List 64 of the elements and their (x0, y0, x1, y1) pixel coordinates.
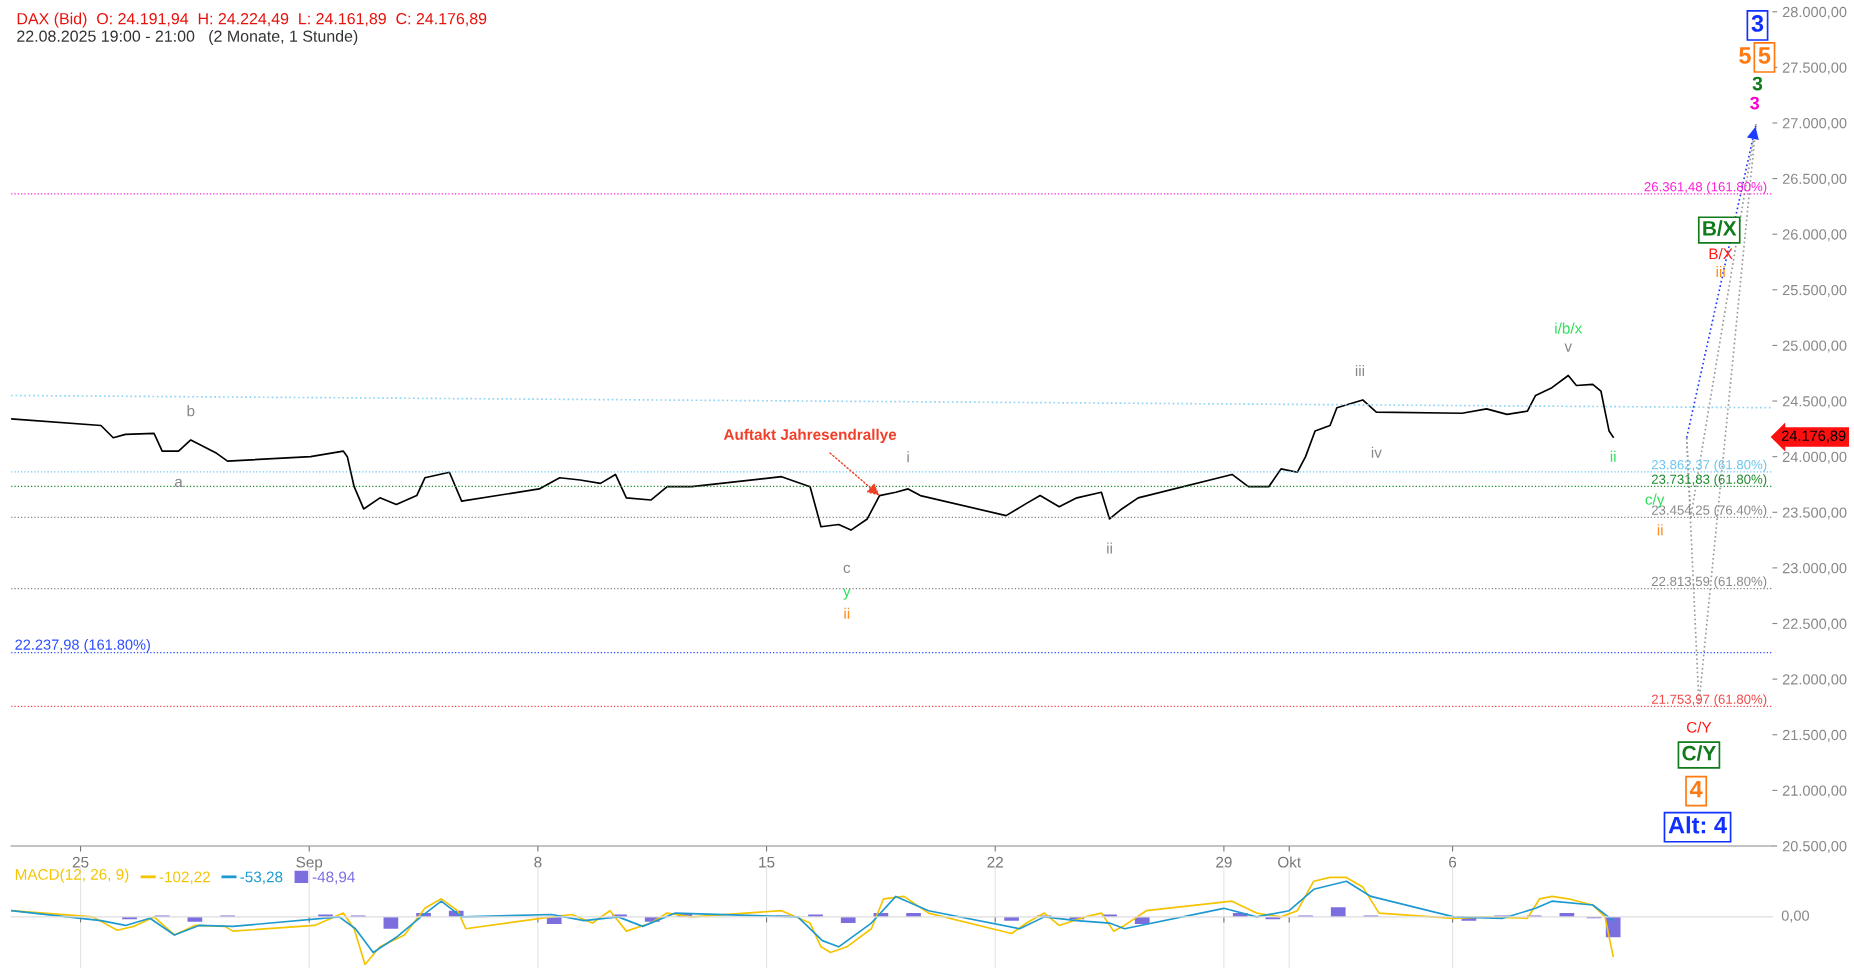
annotation: Auftakt Jahresendrallye (723, 428, 897, 443)
y-tick-label: 28.000,00 (1782, 6, 1847, 19)
ref-line-label: 26.361,48 (161.80%) (1644, 181, 1767, 194)
legend-label: -48,94 (312, 871, 355, 885)
y-tick-label: 26.500,00 (1782, 173, 1847, 186)
annotation: Alt: 4 (1668, 816, 1727, 834)
annotation: B/X (1709, 247, 1733, 260)
y-tick-label: 25.000,00 (1782, 340, 1847, 353)
annotation: c (843, 564, 851, 574)
annotation: B/X (1703, 220, 1737, 236)
ref-line-label: 21.753,97 (61.80%) (1651, 694, 1767, 707)
annotation: 4 (1689, 780, 1703, 798)
annotation: C/Y (1682, 745, 1716, 761)
y-tick-label: 24.500,00 (1782, 396, 1847, 409)
y-tick-label: 22.000,00 (1782, 674, 1847, 687)
text: 22.08.2025 19:00 - 21:00 (2 Monate, 1 Stunde) (17, 30, 358, 45)
ref-line-label: 22.237,98 (161.80%) (15, 639, 150, 653)
x-tick-label: 25 (72, 856, 89, 868)
y-tick-label: 21.000,00 (1782, 785, 1847, 798)
y-tick-label: 23.000,00 (1782, 562, 1847, 576)
annotation: i/b/x (1555, 322, 1583, 334)
annotation: 5 (1758, 47, 1771, 64)
y-tick-label: 24.000,00 (1782, 451, 1847, 464)
annotation: ii (1657, 524, 1663, 536)
y-tick-label: 27.000,00 (1782, 118, 1847, 131)
legend-label: -53,28 (240, 871, 283, 885)
annotation: 5 (1739, 47, 1751, 64)
ref-line-label: 23.862,37 (61.80%) (1651, 459, 1767, 472)
y-tick-label: 25.500,00 (1782, 284, 1847, 297)
x-tick-label: 8 (534, 856, 542, 868)
x-tick-label: 6 (1449, 856, 1457, 868)
ref-line-label: 23.731,83 (61.80%) (1651, 474, 1767, 487)
x-tick-label: Sep (296, 856, 323, 871)
annotation: i (907, 451, 909, 463)
annotation: ii (1107, 542, 1112, 554)
y-tick-label: 23.500,00 (1782, 507, 1847, 520)
annotation: ii (1610, 450, 1616, 462)
x-tick-label: 15 (759, 856, 775, 868)
chart-title: DAX (Bid) O: 24.191,94 H: 24.224,49 L: 24.161,89 C: 24.176,89 (17, 12, 487, 28)
annotation: 3 (1750, 96, 1760, 110)
ref-line-label: 22.813,59 (61.80%) (1651, 576, 1767, 589)
text: 24.176,89 (1781, 430, 1846, 443)
text: 0,00 (1781, 910, 1810, 923)
y-tick-label: 21.500,00 (1782, 729, 1847, 742)
x-tick-label: Okt (1278, 856, 1301, 868)
y-tick-label: 22.500,00 (1782, 618, 1847, 631)
annotation: 3 (1751, 15, 1764, 32)
x-tick-label: 22 (987, 856, 1003, 868)
annotation: ii (844, 607, 850, 619)
legend-label: -102,22 (159, 871, 210, 885)
y-tick-label: 27.500,00 (1782, 62, 1847, 75)
annotation: a (174, 478, 183, 488)
y-tick-label: 20.500,00 (1782, 841, 1847, 854)
chart-title: MACD(12, 26, 9) (15, 868, 129, 883)
annotation: y (842, 588, 851, 600)
annotation: b (187, 405, 195, 417)
annotation: 3 (1752, 76, 1763, 91)
x-tick-label: 29 (1216, 856, 1232, 868)
annotation: iv (1371, 446, 1382, 458)
annotation: iii (1355, 365, 1365, 377)
y-tick-label: 26.000,00 (1782, 229, 1847, 242)
annotation: v (1564, 343, 1573, 352)
annotation: C/Y (1686, 721, 1712, 733)
annotation: iii (1716, 266, 1725, 278)
